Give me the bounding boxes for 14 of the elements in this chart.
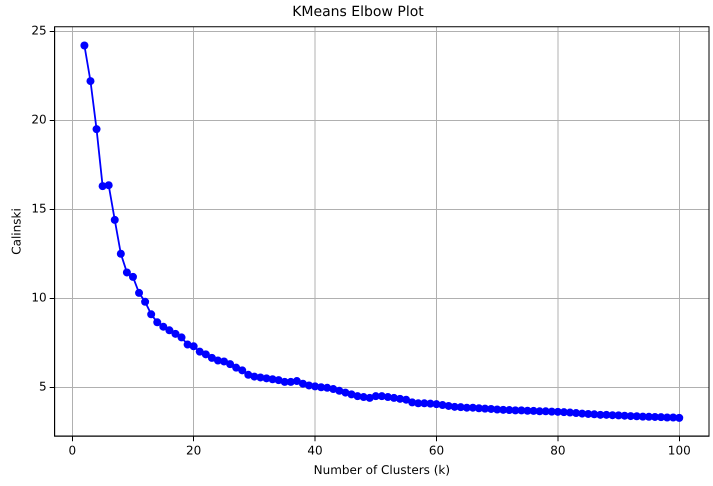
x-tick-label: 80: [550, 444, 566, 458]
chart-title: KMeans Elbow Plot: [292, 4, 424, 20]
x-tick-label: 0: [68, 444, 76, 458]
x-tick-label: 100: [668, 444, 691, 458]
y-tick-label: 15: [31, 201, 47, 216]
y-tick-label: 25: [31, 23, 47, 38]
y-tick-label: 10: [31, 290, 47, 304]
y-tick-label: 20: [31, 112, 47, 126]
x-tick-label: 20: [186, 444, 202, 458]
x-tick-label: 60: [428, 444, 444, 458]
y-axis-title: Calinski: [9, 208, 24, 255]
y-tick-label: 5: [39, 379, 47, 394]
x-axis-title: Number of Clusters (k): [314, 462, 450, 477]
x-tick-label: 40: [307, 444, 323, 458]
